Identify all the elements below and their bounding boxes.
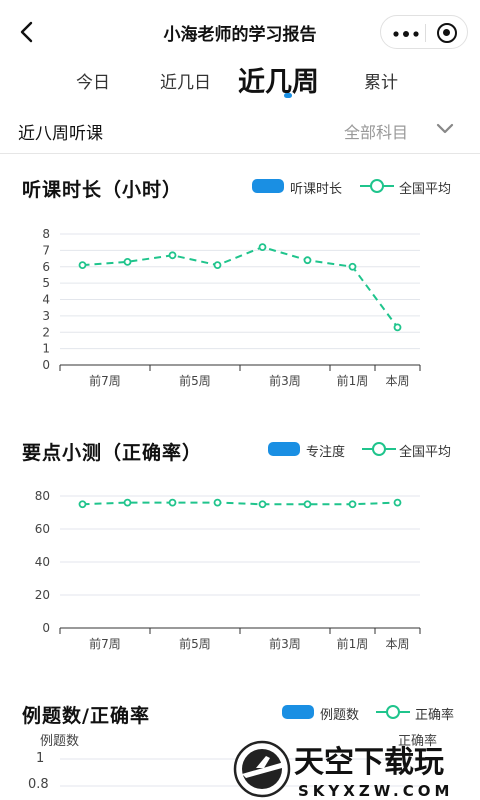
x-tick-label: 本周	[385, 637, 409, 651]
data-point	[123, 257, 132, 266]
data-point	[168, 251, 177, 260]
x-tick-label: 前5周	[179, 636, 211, 651]
legend-bar-swatch	[282, 705, 314, 719]
tab-today[interactable]: 今日	[76, 73, 110, 93]
site-watermark: 天空下载玩 SKYXZW.COM	[233, 740, 453, 800]
y-tick-label: 4	[42, 293, 50, 307]
legend-line-swatch	[360, 179, 394, 193]
watermark-brand: 天空下载玩	[294, 745, 444, 780]
legend-line-label: 正确率	[415, 708, 455, 723]
tab-total[interactable]: 累计	[364, 73, 398, 93]
y-tick-label: 5	[42, 276, 50, 290]
data-point	[303, 256, 312, 265]
capsule-divider	[425, 24, 426, 42]
listen-legend: 听课时长 全国平均	[252, 176, 462, 197]
data-point	[348, 500, 357, 509]
examples-y-tick: 0.8	[28, 777, 49, 792]
y-tick-label: 3	[42, 309, 50, 323]
legend-bar-swatch	[252, 179, 284, 193]
x-tick-label: 前7周	[89, 636, 121, 651]
x-tick-label: 本周	[385, 374, 409, 388]
chevron-left-icon	[20, 21, 33, 43]
legend-line-label: 全国平均	[399, 445, 452, 460]
tab-recent-weeks[interactable]: 近几周	[238, 67, 319, 98]
legend-bar-label: 听课时长	[290, 182, 343, 197]
examples-left-axis-label: 例题数	[40, 734, 80, 749]
series-line-national-average	[82, 246, 399, 328]
y-tick-label: 7	[42, 243, 50, 257]
data-point	[78, 500, 87, 509]
legend-line-swatch	[362, 442, 396, 456]
data-point	[393, 323, 402, 332]
listen-chart-title: 听课时长（小时）	[22, 179, 183, 201]
listen-line-chart: 0 1 2 3 4 5 6 7 8 前7周 前5周 前3周 前1周 本周	[42, 227, 421, 388]
x-tick-label: 前1周	[337, 373, 369, 388]
data-point	[258, 500, 267, 509]
examples-chart-title: 例题数/正确率	[22, 705, 150, 727]
y-tick-label: 0	[42, 358, 50, 372]
subject-dropdown[interactable]: 全部科目	[344, 123, 409, 142]
filter-row: 近八周听课 全部科目	[0, 112, 480, 154]
data-point	[348, 262, 357, 271]
legend-line-swatch	[376, 705, 410, 719]
data-point	[168, 498, 177, 507]
mini-program-capsule	[380, 15, 468, 49]
data-point	[213, 261, 222, 270]
x-tick-label: 前5周	[179, 373, 211, 388]
y-tick-label: 0	[42, 621, 50, 635]
nav-bar: 小海老师的学习报告	[0, 0, 480, 62]
back-button[interactable]	[14, 18, 40, 46]
legend-line-label: 全国平均	[399, 182, 452, 197]
y-tick-label: 8	[42, 227, 50, 241]
examples-right-axis-label: 正确率	[398, 734, 438, 749]
legend-bar-swatch	[268, 442, 300, 456]
x-tick-label: 前3周	[269, 636, 301, 651]
x-tick-label: 前1周	[337, 636, 369, 651]
data-point	[123, 498, 132, 507]
tab-recent-days[interactable]: 近几日	[160, 73, 211, 93]
legend-bar-label: 例题数	[320, 708, 360, 723]
data-point	[78, 261, 87, 270]
more-icon[interactable]	[393, 31, 419, 37]
y-tick-label: 1	[42, 342, 50, 356]
watermark-url: SKYXZW.COM	[298, 782, 453, 800]
page-title: 小海老师的学习报告	[163, 25, 317, 45]
y-tick-label: 2	[42, 325, 50, 339]
active-tab-indicator	[284, 93, 292, 98]
chevron-down-icon[interactable]	[434, 122, 456, 136]
data-point	[258, 243, 267, 251]
y-tick-label: 60	[35, 522, 50, 536]
period-tabs: 今日 近几日 近几周 累计	[0, 62, 480, 102]
examples-legend: 例题数 正确率	[282, 702, 472, 723]
y-tick-label: 6	[42, 260, 50, 274]
quiz-chart-title: 要点小测（正确率）	[22, 442, 203, 464]
x-tick-label: 前3周	[269, 373, 301, 388]
quiz-legend: 专注度 全国平均	[268, 439, 468, 460]
examples-y-tick: 1	[36, 751, 45, 766]
y-tick-label: 80	[35, 489, 50, 503]
close-target-icon[interactable]	[437, 23, 457, 43]
filter-title: 近八周听课	[18, 124, 103, 144]
y-tick-label: 40	[35, 555, 50, 569]
legend-bar-label: 专注度	[306, 445, 346, 460]
data-point	[393, 498, 402, 507]
y-tick-label: 20	[35, 588, 50, 602]
x-tick-label: 前7周	[89, 373, 121, 388]
quiz-line-chart: 0 20 40 60 80 前7周 前5周 前3周 前1周 本周	[35, 489, 421, 651]
series-line-national-average	[82, 501, 398, 506]
data-point	[303, 500, 312, 509]
data-point	[213, 498, 222, 507]
